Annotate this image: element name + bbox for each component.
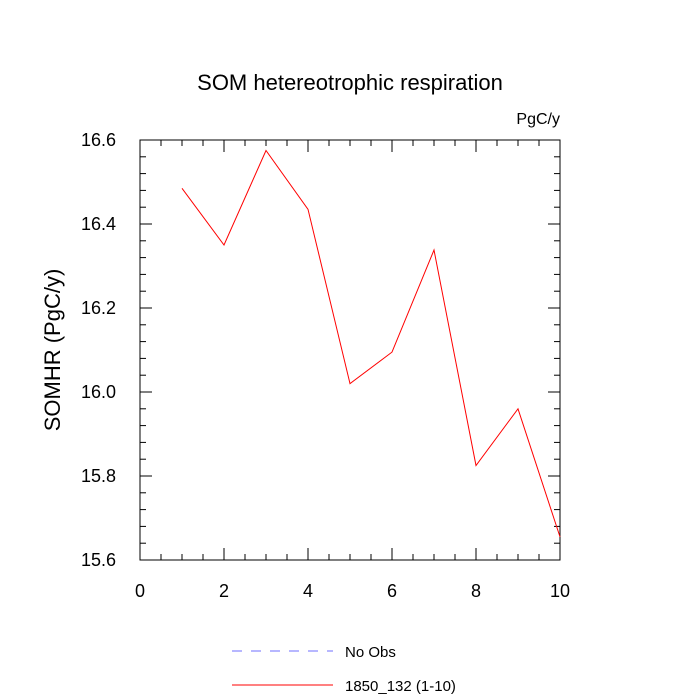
y-tick-label: 16.6	[81, 130, 116, 150]
axis-ticks: 0 2 4 6 8 10 15.6 15.8 16.0 16.2 16.4 16.6	[81, 130, 570, 601]
plot-frame	[139, 139, 561, 561]
x-tick-label: 4	[303, 581, 313, 601]
y-tick-label: 16.2	[81, 298, 116, 318]
x-tick-label: 6	[387, 581, 397, 601]
y-tick-label: 16.0	[81, 382, 116, 402]
chart-title: SOM hetereotrophic respiration	[197, 70, 503, 95]
units-label: PgC/y	[516, 111, 560, 128]
x-tick-label: 0	[135, 581, 145, 601]
y-tick-label: 16.4	[81, 214, 116, 234]
y-axis-label: SOMHR (PgC/y)	[40, 269, 65, 432]
x-tick-label: 8	[471, 581, 481, 601]
x-tick-label: 2	[219, 581, 229, 601]
series-layer	[181, 149, 561, 538]
y-tick-label: 15.8	[81, 466, 116, 486]
y-tick-label: 15.6	[81, 550, 116, 570]
legend: No Obs 1850_132 (1-10)	[232, 644, 456, 695]
series-line	[181, 149, 561, 538]
legend-label: 1850_132 (1-10)	[345, 678, 456, 695]
x-tick-label: 10	[550, 581, 570, 601]
legend-label: No Obs	[345, 644, 396, 661]
